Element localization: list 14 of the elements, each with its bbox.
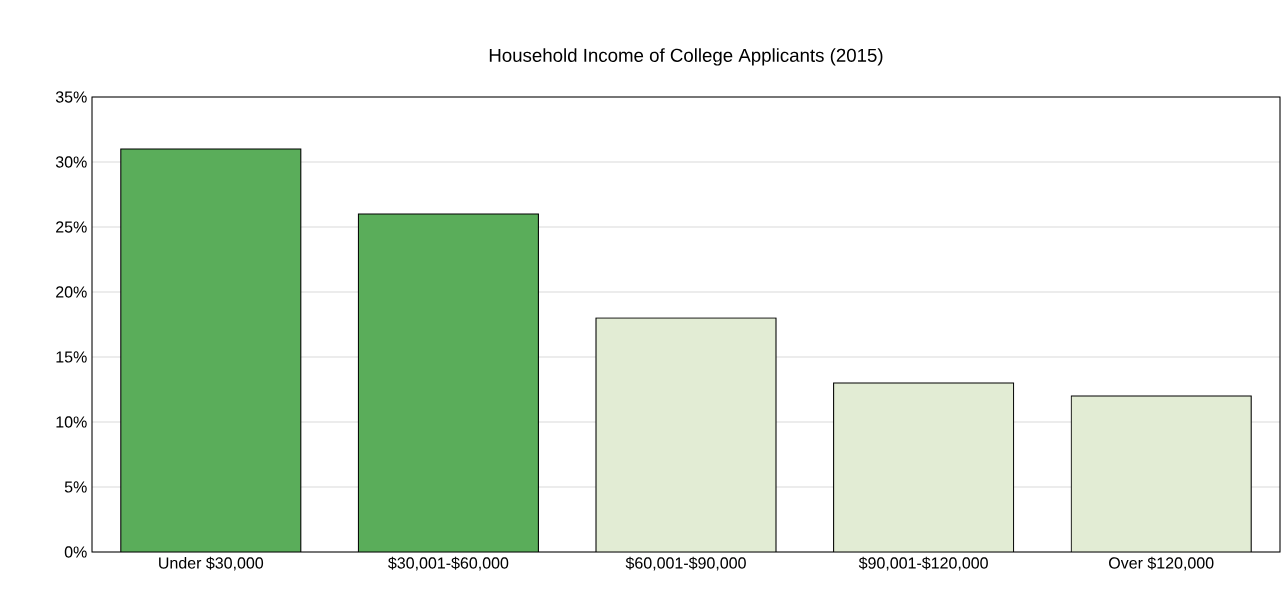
- x-tick-label: $60,001-$90,000: [625, 556, 746, 571]
- y-tick-label: 5%: [64, 481, 87, 493]
- y-tick-label: 15%: [56, 351, 87, 363]
- y-tick-label: 20%: [56, 286, 87, 298]
- y-tick-label: 0%: [64, 546, 87, 558]
- y-tick-label: 25%: [56, 221, 87, 233]
- y-tick-label: 35%: [55, 91, 87, 103]
- x-tick-label: Under $30,000: [159, 556, 264, 571]
- x-tick-label: Over $120,000: [1109, 556, 1214, 571]
- x-tick-label: $90,001-$120,000: [858, 556, 988, 571]
- x-tick-label: $30,001-$60,000: [388, 556, 509, 571]
- chart-title: Household Income of College Applicants (2015): [489, 48, 883, 66]
- y-tick-label: 10%: [56, 416, 87, 428]
- y-tick-label: 30%: [55, 156, 87, 168]
